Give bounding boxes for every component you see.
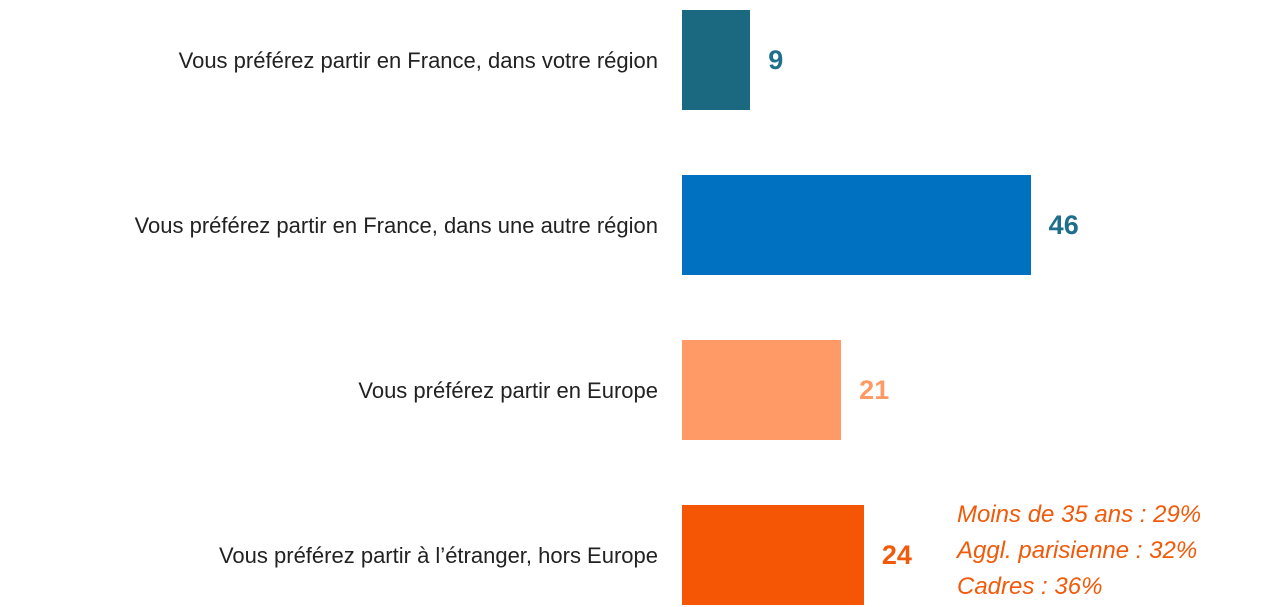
category-label-box: Vous préférez partir en Europe — [0, 340, 658, 440]
category-label: Vous préférez partir en France, dans une… — [134, 212, 658, 238]
bar — [682, 505, 864, 605]
annotation: Aggl. parisienne : 32% — [957, 537, 1198, 564]
annotation: Cadres : 36% — [957, 573, 1103, 600]
annotation: Moins de 35 ans : 29% — [957, 501, 1202, 528]
value-label: 9 — [768, 44, 784, 75]
value-label: 21 — [859, 374, 890, 405]
value-label: 46 — [1048, 209, 1079, 240]
category-label: Vous préférez partir en Europe — [358, 377, 658, 403]
bar — [682, 340, 842, 440]
category-label: Vous préférez partir à l’étranger, hors … — [218, 542, 658, 568]
category-label-box: Vous préférez partir à l’étranger, hors … — [0, 505, 658, 605]
category-label: Vous préférez partir en France, dans vot… — [178, 47, 658, 73]
category-label-box: Vous préférez partir en France, dans une… — [0, 175, 658, 275]
bar — [682, 10, 751, 110]
value-label: 24 — [881, 539, 912, 570]
category-label-box: Vous préférez partir en France, dans vot… — [0, 10, 658, 110]
bar — [682, 175, 1031, 275]
